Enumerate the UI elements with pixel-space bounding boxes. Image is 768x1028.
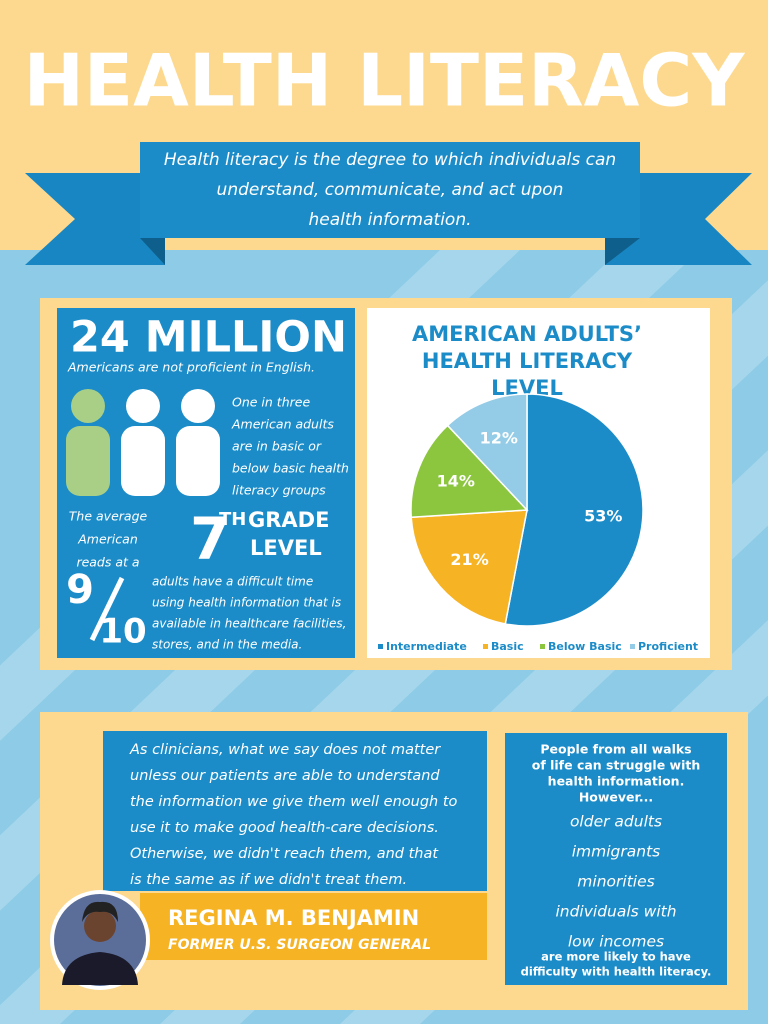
stat-text: adults have a difficult time (152, 575, 313, 589)
stat-text: using health information that is (152, 596, 341, 610)
pie-slice (410, 509, 528, 625)
legend-label: Below Basic (548, 640, 622, 653)
chart-title: AMERICAN ADULTS’ (412, 322, 642, 346)
grade-suffix: TH (219, 509, 246, 530)
caption: Americans are not proficient in English. (67, 360, 315, 375)
quote-text: use it to make good health-care decision… (130, 820, 439, 836)
ribbon-tail (605, 173, 752, 265)
ribbon (140, 142, 640, 238)
grade-level: LEVEL (250, 536, 322, 560)
walks-box (505, 733, 727, 985)
stat-text: American (77, 532, 138, 547)
legend-label: Basic (491, 640, 524, 653)
walks-text: health information. (548, 774, 685, 789)
definition: understand, communicate, and act upon (217, 180, 564, 200)
legend-swatch (630, 644, 635, 649)
walks-text: People from all walks (540, 742, 691, 757)
name-box (140, 893, 487, 960)
walks-group: immigrants (572, 843, 661, 861)
walks-text: of life can struggle with (532, 758, 701, 773)
portrait (50, 890, 150, 990)
quote-text: Otherwise, we didn't reach them, and tha… (130, 846, 439, 862)
slice-label: 21% (450, 550, 488, 569)
stat-text: literacy groups (232, 483, 326, 498)
stat-text: below basic health (232, 461, 349, 476)
title: HEALTH LITERACY (24, 39, 746, 123)
definition: Health literacy is the degree to which i… (164, 150, 616, 170)
stat-text: One in three (232, 395, 310, 410)
walks-group: low incomes (568, 933, 664, 951)
grade-word: GRADE (248, 508, 329, 532)
walks-group: older adults (570, 813, 662, 831)
quote-text: unless our patients are able to understa… (130, 768, 440, 784)
walks-group: minorities (577, 873, 654, 891)
stat-text: are in basic or (232, 439, 322, 454)
stat-text: American adults (231, 417, 334, 432)
fraction-numerator: 9 (66, 567, 94, 613)
pie-slice (504, 393, 644, 627)
chart-title: HEALTH LITERACY (422, 349, 633, 373)
stat-text: available in healthcare facilities, (152, 617, 346, 631)
quote-text: As clinicians, what we say does not matt… (129, 742, 441, 758)
grade-number: 7 (190, 505, 230, 573)
walks-text: difficulty with health literacy. (521, 965, 712, 979)
walks-group: individuals with (555, 903, 676, 921)
pie-slice (446, 393, 528, 512)
legend-label: Intermediate (386, 640, 467, 653)
stat-text: stores, and in the media. (152, 638, 302, 652)
author: REGINA M. BENJAMIN (168, 906, 419, 930)
ribbon-tail (25, 173, 165, 265)
stat-text: The average (69, 509, 148, 524)
definition: health information. (308, 210, 471, 230)
quote-text: is the same as if we didn't treat them. (130, 872, 407, 888)
ribbon-fold (605, 238, 640, 265)
walks-text: However... (579, 790, 653, 805)
fraction-slash (89, 576, 125, 642)
legend-swatch (378, 644, 383, 649)
legend-swatch (483, 644, 488, 649)
author-role: FORMER U.S. SURGEON GENERAL (168, 937, 431, 953)
quote-box (103, 731, 487, 891)
pie-slice (410, 424, 529, 519)
person-icons (66, 389, 220, 496)
legend-swatch (540, 644, 545, 649)
stat-text: reads at a (76, 555, 139, 570)
headline: 24 MILLION (70, 313, 347, 363)
slice-label: 14% (437, 471, 475, 490)
legend-label: Proficient (638, 640, 698, 653)
walks-text: are more likely to have (541, 950, 691, 964)
fraction-denominator: 10 (99, 612, 146, 652)
ribbon-fold (140, 238, 165, 265)
quote-text: the information we give them well enough… (130, 794, 458, 810)
slice-label: 53% (584, 507, 622, 526)
slice-label: 12% (480, 428, 518, 447)
